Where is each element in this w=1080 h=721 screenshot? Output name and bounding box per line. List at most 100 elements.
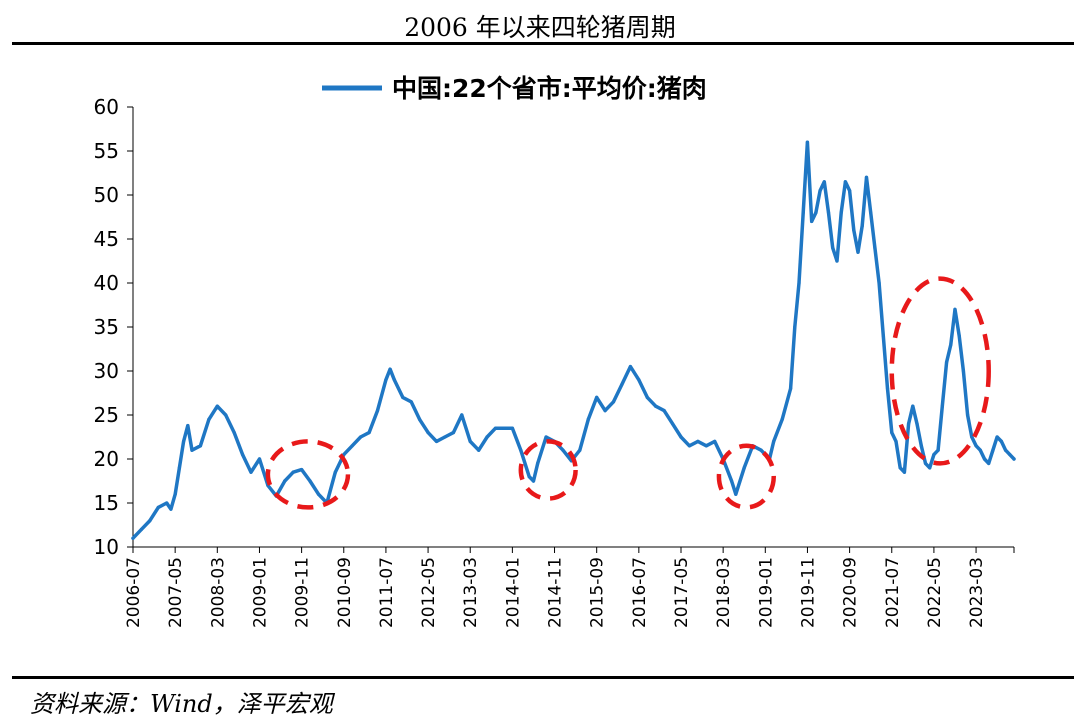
- x-tick-label: 2011-07: [377, 557, 397, 628]
- data-point: [772, 439, 776, 443]
- data-point: [923, 461, 928, 465]
- x-tick-label: 2006-07: [124, 557, 144, 628]
- data-point: [620, 382, 624, 386]
- data-point: [637, 378, 641, 382]
- data-point: [527, 475, 531, 479]
- data-point: [401, 395, 405, 399]
- y-tick-label: 50: [94, 183, 119, 207]
- data-point: [670, 422, 675, 426]
- data-point: [826, 211, 831, 215]
- data-point: [350, 444, 354, 448]
- highlight-ellipse: [518, 439, 578, 501]
- data-point: [426, 431, 430, 435]
- data-point: [384, 378, 388, 382]
- data-point: [300, 467, 304, 472]
- data-point: [810, 219, 814, 223]
- y-tick-label: 35: [94, 315, 119, 339]
- data-point: [995, 435, 999, 439]
- title-bar: 2006 年以来四轮猪周期: [0, 0, 1080, 44]
- data-point: [148, 519, 152, 523]
- highlight-ellipse: [716, 443, 776, 510]
- data-point: [797, 281, 801, 285]
- data-point: [131, 536, 135, 540]
- data-point: [519, 448, 523, 452]
- data-point: [283, 479, 287, 483]
- x-tick-label: 2022-05: [925, 557, 945, 628]
- data-point: [873, 246, 877, 250]
- data-point: [978, 448, 982, 452]
- x-tick-label: 2018-03: [714, 557, 734, 628]
- data-point: [451, 431, 455, 435]
- data-point: [835, 259, 839, 263]
- data-point: [375, 409, 380, 413]
- x-tick-label: 2021-07: [883, 557, 903, 628]
- y-tick-label: 15: [94, 491, 119, 515]
- data-point: [944, 360, 949, 364]
- data-point: [877, 281, 881, 285]
- data-point: [586, 417, 590, 421]
- x-tick-label: 2010-09: [335, 557, 355, 628]
- data-point: [181, 439, 186, 443]
- data-point: [477, 448, 481, 452]
- x-tick-label: 2008-03: [208, 557, 228, 628]
- bottom-rule: [12, 676, 1074, 679]
- data-point: [713, 439, 717, 443]
- data-point: [232, 431, 236, 435]
- data-point: [902, 470, 907, 474]
- data-point: [165, 501, 169, 505]
- data-point: [468, 439, 472, 443]
- data-point: [510, 426, 514, 430]
- data-point: [864, 175, 869, 179]
- data-point: [1008, 453, 1012, 457]
- data-point: [831, 246, 835, 250]
- x-tick-label: 2019-11: [798, 557, 818, 628]
- x-tick-label: 2023-03: [967, 557, 987, 628]
- source-note: 资料来源：Wind，泽平宏观: [30, 690, 333, 718]
- y-tick-label: 10: [94, 535, 119, 559]
- y-tick-label: 55: [94, 139, 119, 163]
- y-tick-label: 20: [94, 447, 119, 471]
- data-point: [793, 325, 797, 329]
- data-point: [645, 395, 649, 399]
- data-point: [936, 448, 940, 452]
- data-point: [460, 413, 464, 417]
- annotations: [265, 276, 991, 510]
- x-tick-label: 2014-01: [503, 557, 523, 628]
- data-point: [982, 457, 987, 461]
- data-point: [759, 448, 763, 452]
- data-point: [531, 479, 536, 483]
- data-point: [240, 453, 245, 457]
- data-point: [818, 189, 822, 193]
- data-point: [409, 400, 413, 404]
- top-rule: [12, 42, 1074, 45]
- data-point: [687, 444, 692, 448]
- data-point: [443, 435, 447, 439]
- data-point: [970, 435, 974, 439]
- data-point: [915, 422, 919, 426]
- data-point: [156, 505, 160, 509]
- data-point: [856, 250, 860, 254]
- data-point: [911, 404, 915, 408]
- page-title: 2006 年以来四轮猪周期: [404, 13, 676, 42]
- data-point: [953, 307, 957, 311]
- x-tick-label: 2009-11: [293, 557, 313, 628]
- x-tick-label: 2019-01: [756, 557, 776, 628]
- x-tick-label: 2013-03: [461, 557, 481, 628]
- data-point: [359, 435, 363, 439]
- data-point: [848, 189, 852, 193]
- y-axis: 10 15 20 25 30 35 40 45 50 55 60: [94, 95, 134, 559]
- y-tick-label: 30: [94, 359, 119, 383]
- x-tick-label: 2012-05: [419, 557, 439, 628]
- data-point: [493, 426, 498, 430]
- data-point: [291, 470, 295, 474]
- data-point: [987, 461, 991, 465]
- data-point: [536, 461, 540, 465]
- data-point: [907, 422, 911, 426]
- data-point: [392, 378, 396, 382]
- data-point: [139, 527, 144, 532]
- data-point: [991, 448, 995, 452]
- data-point: [434, 439, 439, 443]
- data-point: [890, 431, 894, 435]
- data-point: [611, 400, 616, 404]
- data-point: [932, 453, 936, 457]
